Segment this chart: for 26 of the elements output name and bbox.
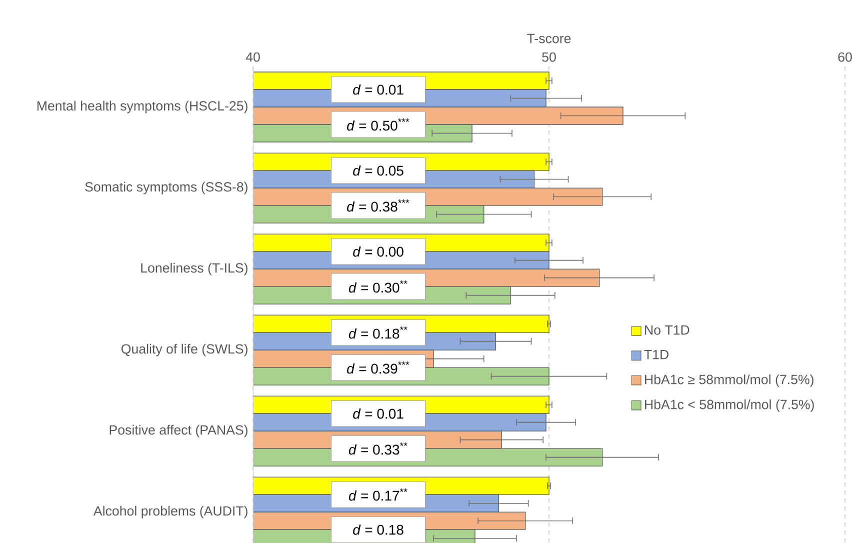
- annotation: d = 0.17$^{**}$: [348, 488, 408, 501]
- legend-label: No T1D: [645, 325, 690, 335]
- annotation: d = 0.50$^{***}$: [347, 118, 410, 131]
- annotation: d = 0.01: [353, 408, 404, 419]
- y-tick-label: Somatic symptoms (SSS-8): [85, 182, 248, 194]
- x-axis-title: T-score: [527, 34, 571, 44]
- annotation: d = 0.38$^{***}$: [347, 199, 410, 212]
- annotation: d = 0.39$^{***}$: [347, 361, 410, 374]
- annotation: d = 0.18$^{**}$: [348, 326, 408, 339]
- annotation: d = 0.30$^{**}$: [348, 280, 408, 293]
- y-tick-label: Alcohol problems (AUDIT): [93, 506, 248, 518]
- legend-label: T1D: [644, 350, 668, 360]
- annotation: d = 0.18: [353, 524, 404, 535]
- annotation: d = 0.05: [353, 165, 404, 176]
- y-tick-label: Mental health symptoms (HSCL-25): [37, 100, 248, 114]
- legend-label: HbA1c ≥ 58mmol/mol (7.5%): [645, 374, 814, 387]
- annotation: d = 0.33$^{**}$: [348, 442, 408, 455]
- y-tick-label: Quality of life (SWLS): [121, 344, 248, 356]
- x-tick-label: 60: [838, 52, 852, 62]
- y-tick-label: Loneliness (T-ILS): [141, 262, 248, 276]
- y-tick-label: Positive affect (PANAS): [110, 424, 248, 438]
- annotation: d = 0.01: [353, 84, 404, 95]
- legend-label: HbA1c < 58mmol/mol (7.5%): [645, 399, 814, 412]
- x-tick-label: 40: [246, 52, 260, 62]
- annotation: d = 0.00: [353, 246, 404, 257]
- x-tick-label: 50: [542, 52, 556, 62]
